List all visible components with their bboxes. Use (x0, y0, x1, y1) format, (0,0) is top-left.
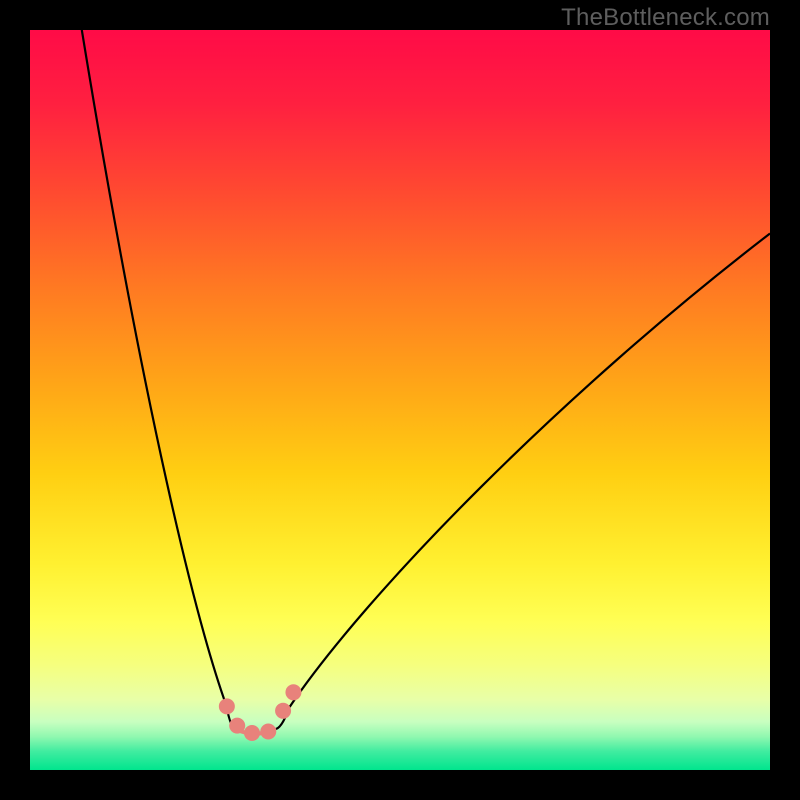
watermark-text: TheBottleneck.com (561, 4, 770, 32)
valley-marker (219, 698, 235, 714)
curve-left-branch (82, 30, 236, 729)
valley-marker (275, 703, 291, 719)
bottleneck-curve-svg (30, 30, 770, 770)
plot-area (30, 30, 770, 770)
valley-marker (260, 724, 276, 740)
valley-marker (285, 684, 301, 700)
valley-marker (244, 725, 260, 741)
valley-marker (229, 718, 245, 734)
curve-right-branch (274, 234, 770, 730)
chart-frame: TheBottleneck.com (0, 0, 800, 800)
